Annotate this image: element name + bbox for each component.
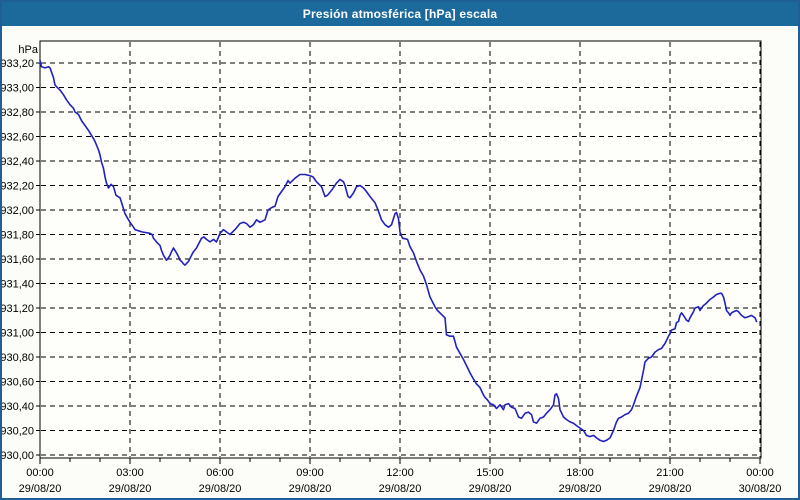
y-axis-tick-label: 932,60 — [2, 132, 34, 144]
title-bar: Presión atmosférica [hPa] escala — [2, 2, 798, 26]
y-axis-tick-label: 931,40 — [2, 279, 34, 291]
x-axis-time-label: 15:00 — [476, 467, 504, 479]
pressure-line — [39, 59, 758, 443]
x-axis-date-label: 30/08/20 — [739, 483, 782, 495]
y-axis-tick-label: 931,80 — [2, 230, 34, 242]
y-axis-unit-label: hPa — [18, 44, 38, 56]
x-axis-date-label: 29/08/20 — [19, 483, 62, 495]
pressure-chart: 933,20 933,00 932,80 932,60 932,40 932,20 932,… — [2, 40, 782, 495]
x-axis-date-label: 29/08/20 — [289, 483, 332, 495]
x-axis-time-label: 21:00 — [656, 467, 684, 479]
y-axis-tick-label: 933,00 — [2, 83, 34, 95]
x-axis-date-label: 29/08/20 — [649, 483, 692, 495]
x-axis-time-label: 00:00 — [26, 467, 54, 479]
x-axis-time-label: 18:00 — [566, 467, 594, 479]
x-axis-time-label: 09:00 — [296, 467, 324, 479]
y-axis-tick-label: 930,20 — [2, 426, 34, 438]
plot-border — [39, 40, 762, 459]
y-axis-tick-label: 931,20 — [2, 303, 34, 315]
x-axis-date-label: 29/08/20 — [559, 483, 602, 495]
y-axis-tick-label: 932,00 — [2, 205, 34, 217]
x-axis-time-label: 00:00 — [746, 467, 774, 479]
x-axis-date-label: 29/08/20 — [109, 483, 152, 495]
y-axis-tick-label: 932,40 — [2, 156, 34, 168]
window-title: Presión atmosférica [hPa] escala — [302, 7, 498, 21]
y-axis-tick-label: 932,20 — [2, 181, 34, 193]
x-axis-date-label: 29/08/20 — [199, 483, 242, 495]
x-axis-time-label: 12:00 — [386, 467, 414, 479]
y-axis-tick-label: 930,40 — [2, 401, 34, 413]
y-axis-tick-label: 930,00 — [2, 450, 34, 462]
y-axis-tick-label: 933,20 — [2, 58, 34, 70]
x-axis-time-label: 06:00 — [206, 467, 234, 479]
x-axis-date-label: 29/08/20 — [379, 483, 422, 495]
y-axis-tick-label: 931,60 — [2, 254, 34, 266]
y-axis-tick-label: 930,60 — [2, 377, 34, 389]
y-axis-tick-label: 930,80 — [2, 352, 34, 364]
y-axis-tick-label: 932,80 — [2, 107, 34, 119]
x-axis-date-label: 29/08/20 — [469, 483, 512, 495]
y-axis-tick-label: 931,00 — [2, 328, 34, 340]
x-axis-time-label: 03:00 — [116, 467, 144, 479]
